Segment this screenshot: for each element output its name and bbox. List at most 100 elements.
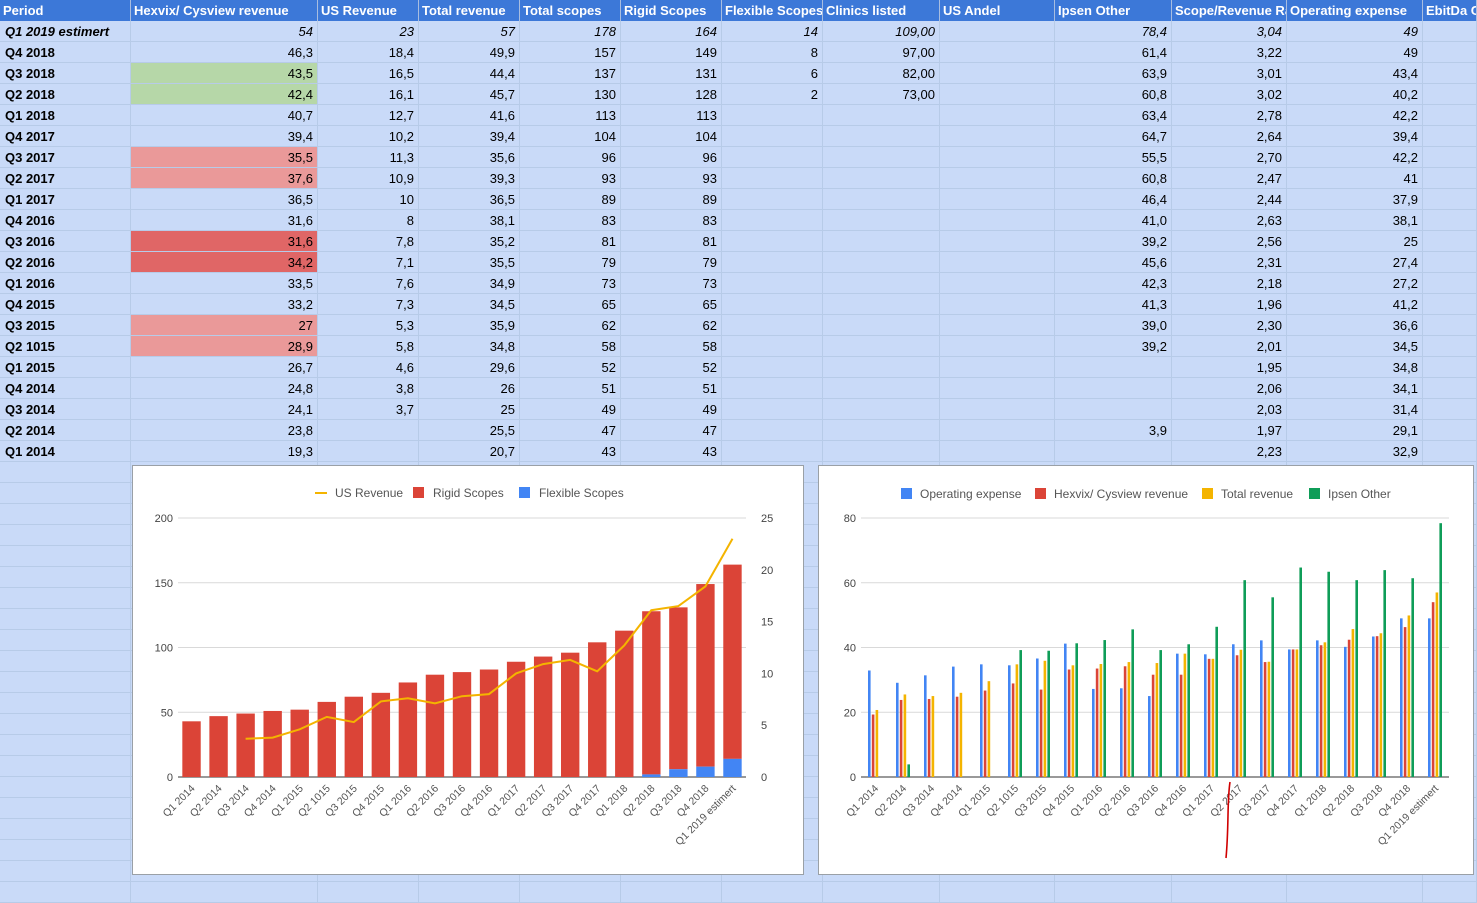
empty-cell[interactable] (0, 567, 131, 588)
table-cell[interactable]: 35,5 (419, 252, 520, 273)
table-cell[interactable]: 43 (520, 441, 621, 462)
table-cell[interactable]: 2,78 (1172, 105, 1287, 126)
table-cell[interactable]: 39,4 (419, 126, 520, 147)
table-cell[interactable] (1423, 336, 1477, 357)
table-cell[interactable]: 1,97 (1172, 420, 1287, 441)
table-cell[interactable]: 34,8 (419, 336, 520, 357)
table-cell[interactable]: 33,5 (131, 273, 318, 294)
table-cell[interactable]: 47 (520, 420, 621, 441)
table-cell[interactable] (940, 105, 1055, 126)
table-cell[interactable]: 55,5 (1055, 147, 1172, 168)
empty-cell[interactable] (131, 882, 318, 903)
table-cell[interactable]: 34,8 (1287, 357, 1423, 378)
table-cell[interactable]: 7,3 (318, 294, 419, 315)
table-cell[interactable]: 41 (1287, 168, 1423, 189)
table-cell[interactable] (823, 231, 940, 252)
table-cell[interactable]: 35,9 (419, 315, 520, 336)
table-cell[interactable] (1423, 399, 1477, 420)
table-cell[interactable] (940, 441, 1055, 462)
table-cell[interactable]: 11,3 (318, 147, 419, 168)
table-cell[interactable] (940, 147, 1055, 168)
table-cell[interactable] (318, 441, 419, 462)
period-cell[interactable]: Q2 2018 (0, 84, 131, 105)
table-cell[interactable]: 82,00 (823, 63, 940, 84)
table-cell[interactable]: 33,2 (131, 294, 318, 315)
table-cell[interactable] (1423, 294, 1477, 315)
table-cell[interactable] (1423, 126, 1477, 147)
table-cell[interactable]: 2 (722, 84, 823, 105)
table-cell[interactable]: 58 (520, 336, 621, 357)
table-cell[interactable]: 27,4 (1287, 252, 1423, 273)
table-cell[interactable]: 2,70 (1172, 147, 1287, 168)
table-cell[interactable]: 157 (520, 42, 621, 63)
table-cell[interactable] (1055, 378, 1172, 399)
table-cell[interactable]: 38,1 (419, 210, 520, 231)
table-cell[interactable]: 2,56 (1172, 231, 1287, 252)
table-cell[interactable] (940, 252, 1055, 273)
table-cell[interactable] (722, 315, 823, 336)
table-cell[interactable]: 36,6 (1287, 315, 1423, 336)
table-cell[interactable]: 52 (621, 357, 722, 378)
table-cell[interactable]: 78,4 (1055, 21, 1172, 42)
table-cell[interactable] (722, 105, 823, 126)
table-cell[interactable]: 7,8 (318, 231, 419, 252)
table-cell[interactable]: 97,00 (823, 42, 940, 63)
empty-cell[interactable] (419, 882, 520, 903)
column-header[interactable]: Period (0, 0, 131, 21)
table-cell[interactable]: 109,00 (823, 21, 940, 42)
table-cell[interactable] (1055, 399, 1172, 420)
column-header[interactable]: Flexible Scopes (722, 0, 823, 21)
table-cell[interactable]: 39,2 (1055, 231, 1172, 252)
empty-cell[interactable] (0, 588, 131, 609)
table-cell[interactable]: 27,2 (1287, 273, 1423, 294)
table-cell[interactable] (722, 420, 823, 441)
table-cell[interactable]: 35,6 (419, 147, 520, 168)
table-cell[interactable]: 39,3 (419, 168, 520, 189)
table-cell[interactable] (823, 189, 940, 210)
empty-cell[interactable] (0, 609, 131, 630)
table-cell[interactable]: 43,5 (131, 63, 318, 84)
table-cell[interactable]: 89 (621, 189, 722, 210)
table-cell[interactable]: 8 (318, 210, 419, 231)
table-cell[interactable]: 34,2 (131, 252, 318, 273)
table-cell[interactable] (940, 189, 1055, 210)
table-cell[interactable]: 27 (131, 315, 318, 336)
table-cell[interactable]: 51 (520, 378, 621, 399)
table-cell[interactable]: 29,1 (1287, 420, 1423, 441)
table-cell[interactable] (722, 399, 823, 420)
table-cell[interactable]: 104 (621, 126, 722, 147)
table-cell[interactable]: 3,9 (1055, 420, 1172, 441)
table-cell[interactable]: 96 (520, 147, 621, 168)
table-cell[interactable] (722, 147, 823, 168)
table-cell[interactable]: 73,00 (823, 84, 940, 105)
table-cell[interactable]: 93 (520, 168, 621, 189)
table-cell[interactable]: 26 (419, 378, 520, 399)
table-cell[interactable] (1423, 63, 1477, 84)
period-cell[interactable]: Q1 2014 (0, 441, 131, 462)
table-cell[interactable]: 2,23 (1172, 441, 1287, 462)
table-cell[interactable]: 34,9 (419, 273, 520, 294)
column-header[interactable]: US Revenue (318, 0, 419, 21)
column-header[interactable]: Rigid Scopes (621, 0, 722, 21)
table-cell[interactable]: 35,2 (419, 231, 520, 252)
table-cell[interactable] (823, 126, 940, 147)
empty-cell[interactable] (520, 882, 621, 903)
table-cell[interactable]: 38,1 (1287, 210, 1423, 231)
table-cell[interactable] (1423, 210, 1477, 231)
table-cell[interactable]: 83 (520, 210, 621, 231)
table-cell[interactable]: 10,2 (318, 126, 419, 147)
table-cell[interactable] (1423, 231, 1477, 252)
empty-cell[interactable] (0, 525, 131, 546)
table-cell[interactable]: 37,9 (1287, 189, 1423, 210)
empty-cell[interactable] (0, 882, 131, 903)
table-cell[interactable]: 31,6 (131, 231, 318, 252)
table-cell[interactable] (722, 357, 823, 378)
empty-cell[interactable] (0, 546, 131, 567)
table-cell[interactable] (1423, 21, 1477, 42)
period-cell[interactable]: Q1 2019 estimert (0, 21, 131, 42)
period-cell[interactable]: Q1 2017 (0, 189, 131, 210)
table-cell[interactable] (722, 273, 823, 294)
table-cell[interactable] (1423, 147, 1477, 168)
table-cell[interactable]: 49 (520, 399, 621, 420)
table-cell[interactable]: 18,4 (318, 42, 419, 63)
